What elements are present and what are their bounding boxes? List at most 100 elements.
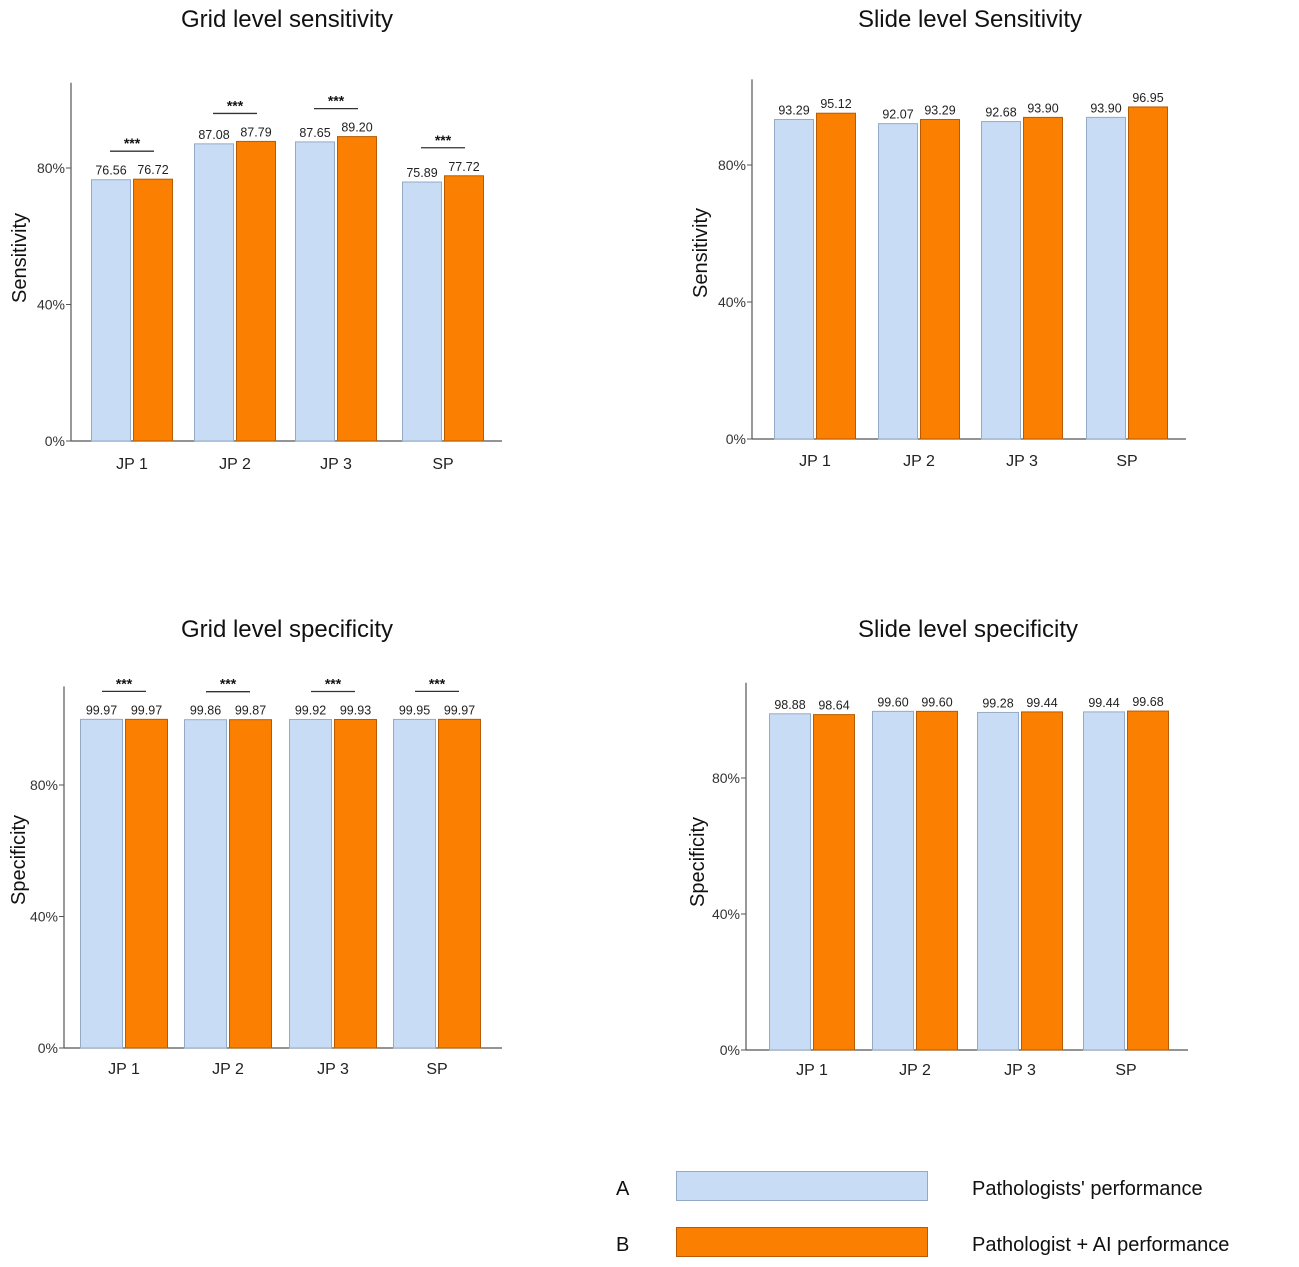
y-tick-label: 0%: [726, 431, 746, 447]
chart-title: Grid level sensitivity: [181, 6, 393, 33]
significance-marker: ***: [124, 135, 141, 151]
bar-pathologist-jp2: [184, 719, 227, 1049]
data-label: 89.20: [341, 121, 372, 135]
bar-pathologist-ai-sp: [1128, 106, 1168, 440]
x-tick-label: JP 3: [1004, 1062, 1036, 1079]
bar-pathologist-jp1: [80, 718, 123, 1049]
data-label: 99.44: [1088, 696, 1119, 710]
bar-pathologist-ai-sp: [438, 718, 481, 1049]
bar-pathologist-ai-sp: [444, 175, 484, 442]
bar-pathologist-ai-jp1: [816, 112, 856, 440]
y-axis-label: Sensitivity: [9, 213, 31, 303]
chart-title: Slide level Sensitivity: [858, 6, 1082, 33]
legend-letter-a: A: [616, 1178, 630, 1200]
bar-pathologist-jp2: [872, 710, 914, 1051]
significance-marker: ***: [435, 132, 452, 148]
bar-pathologist-ai-jp3: [1021, 711, 1063, 1051]
data-label: 99.97: [444, 703, 475, 717]
x-tick-label: JP 2: [212, 1061, 244, 1078]
significance-marker: ***: [429, 675, 446, 691]
y-tick-label: 40%: [30, 909, 58, 925]
legend-swatch-a: [676, 1171, 928, 1201]
x-tick-label: JP 2: [219, 456, 251, 473]
x-tick-label: SP: [1115, 1062, 1136, 1079]
bar-pathologist-ai-jp1: [125, 718, 168, 1049]
bar-pathologist-ai-jp2: [236, 140, 276, 442]
x-tick-label: JP 2: [899, 1062, 931, 1079]
bar-pathologist-sp: [1086, 116, 1126, 440]
data-label: 95.12: [820, 97, 851, 111]
data-label: 99.44: [1026, 696, 1057, 710]
x-tick-label: SP: [432, 456, 453, 473]
y-tick-label: 80%: [37, 160, 65, 176]
y-tick-label: 40%: [712, 906, 740, 922]
x-tick-label: SP: [1116, 453, 1137, 470]
data-label: 98.88: [774, 698, 805, 712]
y-tick-label: 0%: [45, 433, 65, 449]
legend-letter-b: B: [616, 1234, 630, 1256]
data-label: 99.97: [131, 703, 162, 717]
bar-pathologist-ai-sp: [1127, 710, 1169, 1051]
x-tick-label: JP 2: [903, 453, 935, 470]
y-tick-label: 0%: [38, 1040, 58, 1056]
y-axis-label: Specificity: [687, 817, 709, 907]
data-label: 76.72: [137, 163, 168, 177]
data-label: 99.97: [86, 703, 117, 717]
x-tick-label: JP 1: [799, 453, 831, 470]
y-tick-label: 0%: [720, 1042, 740, 1058]
bar-pathologist-ai-jp2: [920, 118, 960, 440]
significance-marker: ***: [220, 676, 237, 692]
x-tick-label: JP 1: [796, 1062, 828, 1079]
bar-pathologist-jp3: [289, 719, 332, 1049]
bar-pathologist-ai-jp3: [334, 718, 377, 1049]
data-label: 99.28: [982, 696, 1013, 710]
significance-marker: ***: [325, 675, 342, 691]
x-tick-label: JP 3: [320, 456, 352, 473]
significance-marker: ***: [328, 93, 345, 109]
significance-marker: ***: [116, 675, 133, 691]
data-label: 92.07: [882, 108, 913, 122]
data-label: 93.90: [1090, 101, 1121, 115]
data-label: 99.60: [921, 695, 952, 709]
legend-item-a: A Pathologists' performance: [0, 1171, 1299, 1211]
legend-item-b: B Pathologist + AI performance: [0, 1227, 1299, 1267]
legend-swatch-b: [676, 1227, 928, 1257]
x-tick-label: JP 1: [116, 456, 148, 473]
x-tick-label: JP 3: [317, 1061, 349, 1078]
x-tick-label: JP 1: [108, 1061, 140, 1078]
y-axis-label: Sensitivity: [690, 208, 712, 298]
data-label: 92.68: [985, 106, 1016, 120]
bar-pathologist-ai-jp2: [229, 719, 272, 1049]
data-label: 87.65: [299, 126, 330, 140]
data-label: 96.95: [1132, 91, 1163, 105]
bar-pathologist-ai-jp2: [916, 710, 958, 1051]
bar-pathologist-sp: [393, 718, 436, 1049]
legend-label-b: Pathologist + AI performance: [972, 1234, 1230, 1256]
bar-pathologist-jp3: [295, 141, 335, 442]
bar-pathologist-sp: [1083, 711, 1125, 1051]
y-tick-label: 40%: [37, 297, 65, 313]
bar-pathologist-jp2: [878, 123, 918, 440]
x-tick-label: JP 3: [1006, 453, 1038, 470]
y-tick-label: 80%: [718, 157, 746, 173]
chart-title: Grid level specificity: [181, 616, 393, 643]
data-label: 99.93: [340, 703, 371, 717]
bar-pathologist-ai-jp1: [813, 714, 855, 1051]
data-label: 93.29: [924, 103, 955, 117]
x-tick-label: SP: [426, 1061, 447, 1078]
bar-pathologist-ai-jp3: [1023, 116, 1063, 440]
chart-title: Slide level specificity: [858, 616, 1078, 643]
bar-pathologist-jp1: [769, 713, 811, 1051]
bar-pathologist-ai-jp3: [337, 136, 377, 442]
bar-pathologist-jp3: [981, 121, 1021, 440]
data-label: 98.64: [818, 699, 849, 713]
bar-pathologist-ai-jp1: [133, 178, 173, 442]
bar-pathologist-jp1: [91, 179, 131, 442]
data-label: 99.68: [1132, 695, 1163, 709]
data-label: 93.29: [778, 103, 809, 117]
data-label: 76.56: [95, 164, 126, 178]
bar-pathologist-jp1: [774, 118, 814, 440]
significance-marker: ***: [227, 97, 244, 113]
